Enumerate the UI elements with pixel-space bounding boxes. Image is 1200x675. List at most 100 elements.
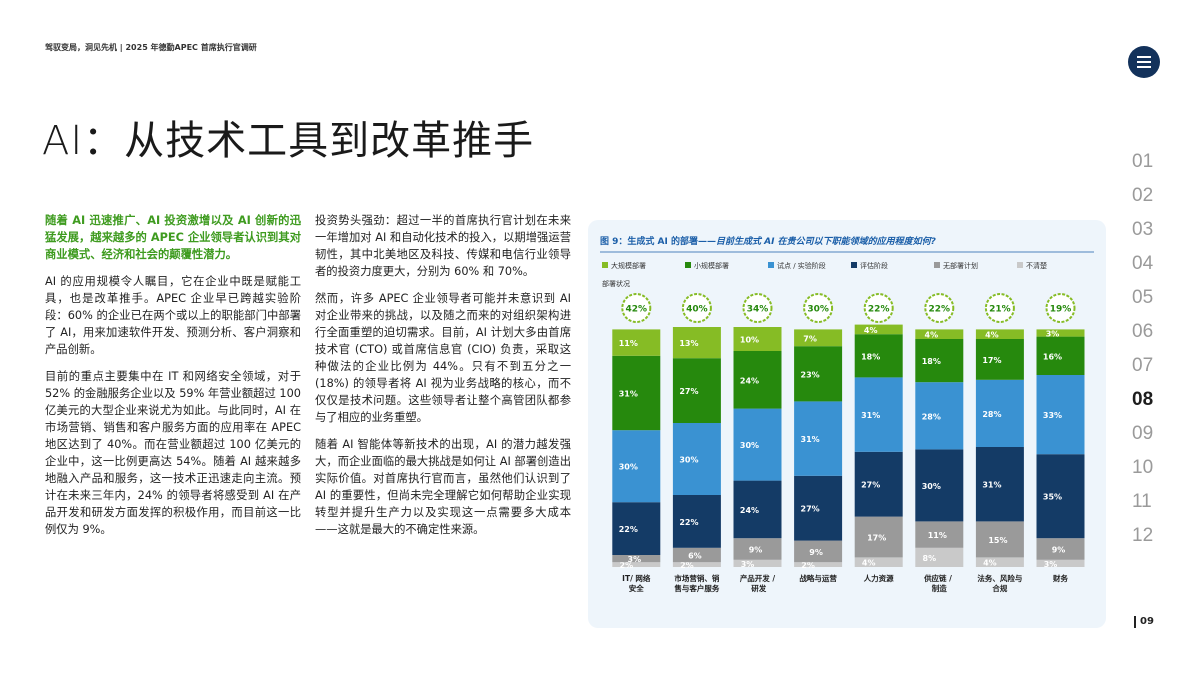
page-title: AI：从技术工具到改革推手 xyxy=(42,118,535,164)
chart-panel xyxy=(588,220,1106,628)
nav-item[interactable]: 11 xyxy=(1132,491,1152,512)
bar-segment xyxy=(915,339,964,383)
value-label: 17% xyxy=(867,534,886,543)
bar-segment xyxy=(794,540,843,563)
chart: 图 9：生成式 AI 的部署——目前生成式 AI 在贵公司以下职能领域的应用程度… xyxy=(588,220,1106,628)
chart-title-text: 图 9：生成式 AI 的部署—— xyxy=(600,235,716,247)
bar-segment xyxy=(854,334,903,378)
value-label: 24% xyxy=(740,506,759,515)
total-circle xyxy=(984,293,1015,323)
value-label: 6% xyxy=(688,552,702,561)
paragraph: AI 的应用规模令人瞩目，它在企业中既是赋能工具，也是改革推手。APEC 企业早… xyxy=(45,275,301,356)
bar-segment xyxy=(854,516,903,558)
value-label: 15% xyxy=(988,536,1007,545)
value-label: 4% xyxy=(864,326,878,335)
bar-segment xyxy=(854,451,903,517)
nav-item[interactable]: 01 xyxy=(1132,151,1154,172)
value-label: 30% xyxy=(922,482,941,491)
nav-item[interactable]: 06 xyxy=(1132,321,1154,342)
bar-segment xyxy=(975,379,1024,447)
nav-item[interactable]: 10 xyxy=(1132,457,1154,478)
x-tick-label: 市场营销、销售与客户服务 xyxy=(674,573,719,593)
menu-button[interactable] xyxy=(1128,46,1160,78)
legend-swatch xyxy=(602,262,608,268)
value-label: 27% xyxy=(861,481,880,490)
nav-item[interactable]: 08 xyxy=(1132,389,1154,410)
nav-item[interactable]: 04 xyxy=(1132,253,1154,274)
bar-segment xyxy=(612,430,661,503)
text-column: 投资势头强劲：超过一半的首席执行官计划在未来一年增加对 AI 和自动化技术的投入… xyxy=(315,212,571,548)
value-label: 3% xyxy=(741,560,755,569)
value-label: 31% xyxy=(619,390,638,399)
total-label: 40% xyxy=(686,305,708,315)
nav-item[interactable]: 09 xyxy=(1132,423,1154,444)
total-circle xyxy=(621,293,652,323)
nav-item[interactable]: 03 xyxy=(1132,219,1154,240)
x-tick-label-line: 合规 xyxy=(992,583,1007,593)
value-label: 17% xyxy=(982,356,1001,365)
x-tick-label: 人力资源 xyxy=(864,573,894,583)
bar-segment xyxy=(1036,454,1085,539)
bar-segment xyxy=(975,447,1024,522)
total-circle xyxy=(924,293,955,323)
bar-segment xyxy=(854,324,903,335)
nav-item[interactable]: 12 xyxy=(1132,525,1154,546)
total-label: 21% xyxy=(989,305,1011,315)
x-tick-label: 财务 xyxy=(1052,573,1069,583)
value-label: 4% xyxy=(985,331,999,340)
total-label: 34% xyxy=(747,305,769,315)
value-label: 33% xyxy=(1043,411,1062,420)
legend-label: 小规模部署 xyxy=(694,261,729,270)
bar-segment xyxy=(672,547,721,563)
x-tick-label-line: 产品开发 / xyxy=(740,573,776,583)
nav-item[interactable]: 05 xyxy=(1132,287,1154,308)
total-circle xyxy=(863,293,894,323)
total-circle xyxy=(681,293,712,323)
value-label: 28% xyxy=(922,412,941,421)
total-circle xyxy=(742,293,773,323)
value-label: 4% xyxy=(862,559,876,568)
value-label: 3% xyxy=(628,555,642,564)
bar-segment xyxy=(794,346,843,402)
x-tick-label: 法务、风险与合规 xyxy=(977,573,1022,593)
value-label: 7% xyxy=(803,334,817,343)
x-tick-label: IT/ 网络安全 xyxy=(622,573,651,593)
nav-item[interactable]: 02 xyxy=(1132,185,1154,206)
bar-segment xyxy=(672,423,721,495)
bar-segment xyxy=(1036,375,1085,455)
legend-label: 无部署计划 xyxy=(943,261,978,270)
bar-segment xyxy=(975,557,1024,567)
legend-label: 试点 / 实验阶段 xyxy=(777,261,826,270)
value-label: 9% xyxy=(749,546,763,555)
bar-segment xyxy=(612,329,661,356)
value-label: 3% xyxy=(1044,560,1058,569)
x-tick-label-line: IT/ 网络 xyxy=(622,573,651,583)
value-label: 11% xyxy=(619,339,638,348)
text-column: 随着 AI 迅速推广、AI 投资激增以及 AI 创新的迅猛发展，越来越多的 AP… xyxy=(45,212,301,548)
value-label: 31% xyxy=(982,481,1001,490)
value-label: 4% xyxy=(983,559,997,568)
value-label: 18% xyxy=(922,357,941,366)
value-label: 23% xyxy=(801,370,820,379)
bar-segment xyxy=(672,358,721,423)
chart-subtitle: 目前生成式 AI 在贵公司以下职能领域的应用程度如何? xyxy=(716,236,936,247)
value-label: 2% xyxy=(680,561,694,570)
bar-segment xyxy=(915,329,964,339)
bar-segment xyxy=(612,562,661,567)
x-tick-label: 产品开发 / 研发 xyxy=(740,573,776,593)
value-label: 9% xyxy=(1052,546,1066,555)
breadcrumb: 驾驭变局，洞见先机 | 2025 年德勤APEC 首席执行官调研 xyxy=(45,43,257,52)
nav-item[interactable]: 07 xyxy=(1132,355,1154,376)
value-label: 31% xyxy=(861,411,880,420)
total-circle xyxy=(1045,293,1076,323)
x-tick-label: 供应链 / 制造 xyxy=(923,573,954,593)
bar-segment xyxy=(794,562,843,567)
bar-segment xyxy=(672,495,721,548)
value-label: 30% xyxy=(679,456,698,465)
x-tick-label-line: 供应链 / xyxy=(923,573,954,583)
page-number: 09 xyxy=(1134,616,1154,628)
bar-segment xyxy=(733,559,782,567)
x-tick-label-line: 售与客户服务 xyxy=(674,583,719,593)
value-label: 22% xyxy=(619,525,638,534)
